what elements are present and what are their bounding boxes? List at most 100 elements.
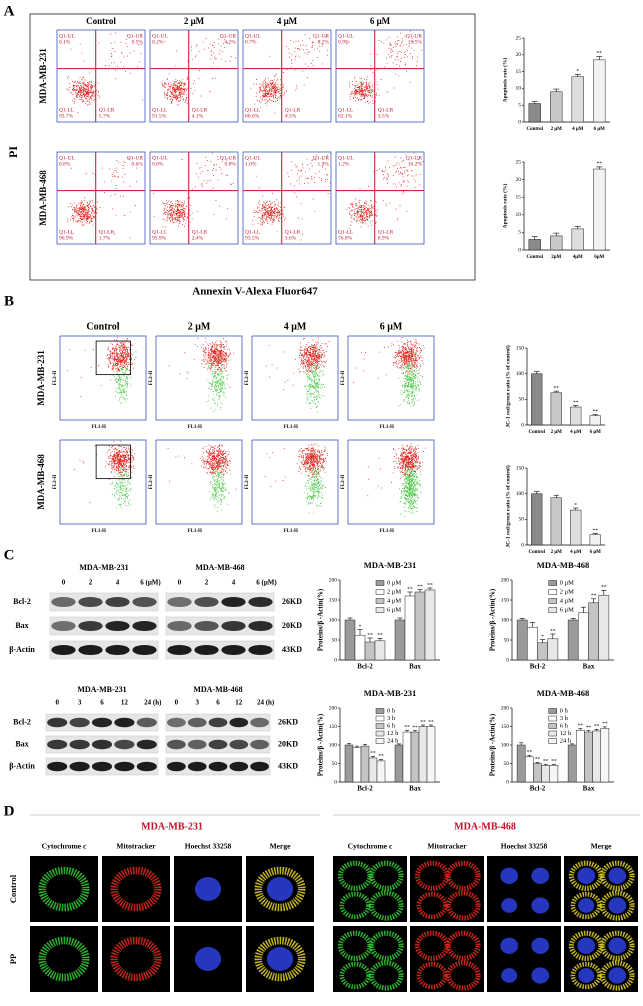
blot-strip — [49, 616, 159, 636]
flow-plot — [149, 29, 239, 123]
event-dots — [162, 77, 195, 106]
flow-plot — [59, 439, 147, 525]
y-tick-label: 150 — [501, 597, 510, 603]
bar — [541, 765, 550, 783]
axis-label: FL1-H — [283, 425, 298, 430]
blot-band — [250, 717, 269, 728]
bar — [592, 730, 601, 783]
axis-label: FL2-H — [149, 371, 154, 386]
y-tick-label: 0 — [521, 422, 524, 428]
event-dots — [367, 450, 414, 497]
x-tick-label: 6 μM — [590, 430, 602, 435]
bar — [600, 728, 610, 783]
quadrant-name: Q1-UR — [313, 33, 330, 39]
quadrant-percent: 0.2% — [152, 39, 164, 45]
blot-band — [248, 620, 273, 632]
blot-band — [105, 644, 130, 656]
y-tick-label: 0 — [518, 119, 521, 125]
bar — [570, 406, 582, 426]
bar — [593, 168, 606, 251]
legend-swatch — [548, 723, 557, 729]
flow-plot — [56, 151, 146, 245]
y-tick-label: 100 — [329, 742, 338, 748]
quadrant-name: Q1-UL — [152, 33, 169, 39]
row-label: PP — [8, 954, 18, 964]
legend-swatch — [375, 598, 385, 604]
significance: ** — [591, 593, 597, 599]
y-tick-label: 150 — [516, 465, 525, 471]
significance: ** — [593, 528, 599, 534]
quadrant-name: Q1-UL — [338, 33, 355, 39]
blot-band — [91, 739, 113, 750]
stain-header: Merge — [591, 842, 612, 851]
event-dots — [191, 36, 237, 69]
nucleus — [608, 897, 627, 914]
chart-title: MDA-MB-468 — [537, 560, 589, 570]
quadrant-name: Q1-LL — [152, 229, 168, 235]
quadrant-percent: 96.9% — [59, 235, 74, 241]
significance: ** — [370, 751, 376, 757]
mitochondria — [368, 860, 404, 891]
mitochondria — [416, 891, 448, 920]
blot-band — [78, 596, 103, 608]
bar — [376, 760, 386, 783]
blot-band — [132, 644, 157, 656]
legend-swatch — [375, 708, 385, 714]
y-tick-label: 100 — [516, 491, 525, 497]
blot-group: MDA-MB-231 — [79, 563, 128, 572]
bar — [576, 729, 585, 783]
event-dots — [348, 198, 378, 229]
bar — [571, 76, 584, 123]
bar — [531, 493, 543, 546]
blot-band — [114, 739, 135, 750]
event-dots — [105, 440, 135, 477]
blot-band — [91, 761, 113, 772]
blot-band — [105, 620, 130, 632]
bar — [404, 595, 416, 661]
quadrant-percent: 0.5% — [132, 39, 144, 45]
x-tick-label: Bax — [409, 785, 421, 793]
nucleus — [266, 947, 294, 971]
y-tick-label: 20 — [516, 177, 522, 183]
chart-title: MDA-MB-231 — [364, 688, 416, 698]
lane-label: 2 — [89, 579, 93, 587]
axis-label: FL1-H — [187, 529, 202, 534]
significance: ** — [601, 585, 607, 591]
y-tick-label: 25 — [516, 35, 522, 41]
mitochondria — [414, 930, 450, 961]
mitochondria — [337, 930, 373, 961]
significance: ** — [594, 724, 600, 730]
blot-band — [69, 739, 90, 750]
axis-label: FL2-H — [53, 475, 58, 490]
nucleus — [194, 947, 222, 971]
size-label: 26KD — [278, 717, 298, 726]
x-tick-label: 4 μM — [572, 127, 584, 132]
legend-label: 3 h — [387, 715, 396, 722]
x-tick-label: Control — [528, 430, 545, 435]
nucleus — [608, 867, 627, 884]
x-tick-label: Bcl-2 — [530, 785, 546, 793]
event-dots — [67, 196, 101, 226]
axis-label: FL2-H — [53, 371, 58, 386]
significance: * — [576, 69, 579, 75]
event-dots — [285, 33, 328, 72]
event-dots — [194, 152, 234, 191]
legend-swatch — [375, 715, 385, 722]
axis-label: FL2-H — [149, 475, 154, 490]
mitochondria — [110, 866, 162, 912]
legend-label: 0 h — [560, 707, 569, 714]
y-tick-label: 5 — [518, 102, 521, 108]
bar — [516, 619, 528, 661]
mitochondria — [254, 936, 306, 982]
significance: * — [541, 634, 544, 640]
legend-label: 6 h — [560, 722, 569, 729]
flow-plot — [251, 335, 339, 421]
protein-label: Bcl-2 — [13, 597, 31, 606]
blot-band — [167, 739, 186, 750]
significance: ** — [427, 582, 433, 588]
nucleus — [531, 897, 550, 914]
axis-label: FL1-H — [91, 529, 106, 534]
nucleus — [266, 877, 294, 901]
quadrant-percent: 2.4% — [192, 235, 204, 241]
y-tick-label: 5 — [518, 230, 521, 236]
